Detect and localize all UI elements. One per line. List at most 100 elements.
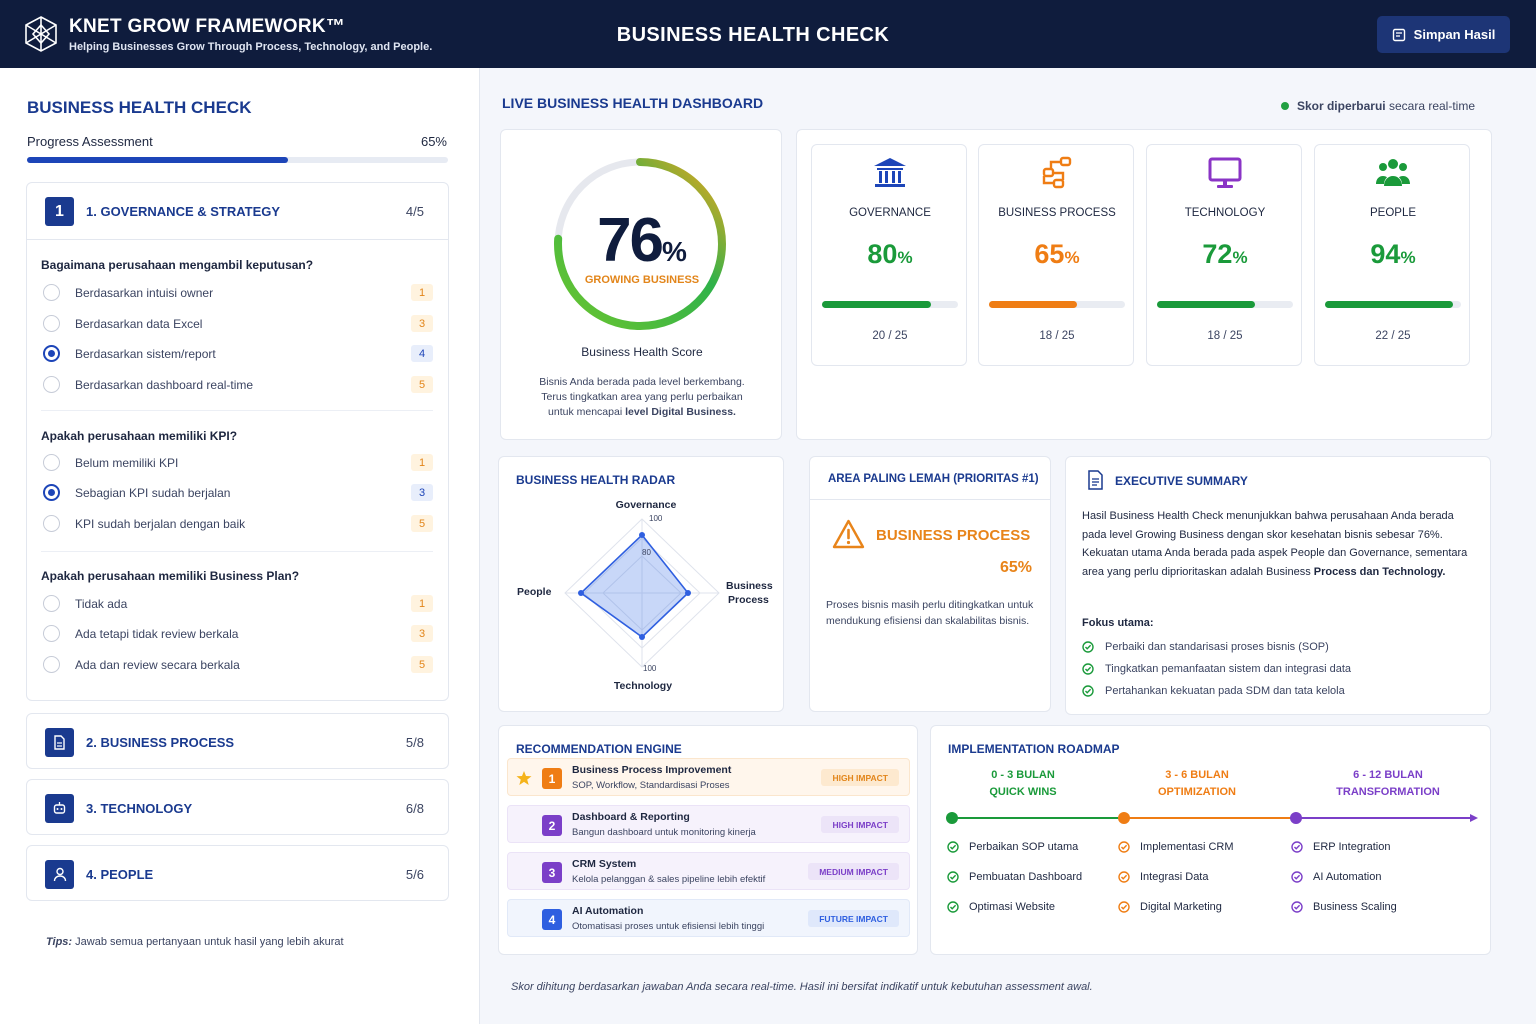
pillar-ratio: 18 / 25	[1039, 330, 1075, 342]
option[interactable]: Berdasarkan intuisi owner 1	[43, 283, 433, 303]
option[interactable]: Tidak ada 1	[43, 594, 433, 614]
save-icon	[1392, 28, 1405, 41]
weakest-name: BUSINESS PROCESS	[876, 527, 1031, 544]
pillar-number: 94	[1370, 239, 1401, 269]
recommendation-name: AI Automation	[572, 905, 644, 917]
check-circle-icon	[1291, 871, 1303, 883]
focus-item: Pertahankan kekuatan pada SDM dan tata k…	[1082, 685, 1345, 697]
option-selected[interactable]: Sebagian KPI sudah berjalan 3	[43, 483, 433, 503]
check-circle-icon	[1291, 841, 1303, 853]
check-circle-icon	[1082, 663, 1094, 675]
assessment-panel: BUSINESS HEALTH CHECK Progress Assessmen…	[0, 68, 480, 1024]
people-icon	[1376, 159, 1410, 186]
pillar-value: 72%	[1147, 239, 1303, 270]
progress-value: 65%	[420, 134, 447, 149]
phase-range: 0 - 3 BULAN	[991, 769, 1055, 781]
roadmap-item: Integrasi Data	[1118, 871, 1208, 883]
section-technology[interactable]: 3. TECHNOLOGY 6/8	[26, 779, 449, 835]
pillar-people: PEOPLE 94% 22 / 25	[1314, 144, 1470, 366]
recommendation-desc: SOP, Workflow, Standardisasi Proses	[572, 780, 730, 791]
option-label: Berdasarkan sistem/report	[75, 347, 216, 361]
option-selected[interactable]: Berdasarkan sistem/report 4	[43, 344, 433, 364]
option[interactable]: Berdasarkan data Excel 3	[43, 314, 433, 334]
option-score: 3	[411, 484, 433, 501]
radio-button[interactable]	[43, 315, 60, 332]
section-people[interactable]: 4. PEOPLE 5/6	[26, 845, 449, 901]
radio-button[interactable]	[43, 284, 60, 301]
radar-title: BUSINESS HEALTH RADAR	[516, 473, 676, 487]
brand-title: KNET GROW FRAMEWORK™	[69, 16, 346, 37]
radar-point	[578, 590, 584, 596]
radio-button[interactable]	[43, 454, 60, 471]
question-business-plan: Apakah perusahaan memiliki Business Plan…	[41, 569, 300, 583]
focus-label: Tingkatkan pemanfaatan sistem dan integr…	[1105, 663, 1352, 675]
recommendation-item[interactable]: 4 AI Automation Otomatisasi proses untuk…	[507, 899, 910, 937]
business-health-score-card: 76% GROWING BUSINESS Business Health Sco…	[500, 129, 782, 440]
robot-icon	[45, 794, 74, 823]
score-desc-line: Terus tingkatkan area yang perlu perbaik…	[541, 391, 743, 403]
option-label: Berdasarkan dashboard real-time	[75, 378, 254, 392]
pillar-bar-fill	[1325, 301, 1453, 308]
roadmap-item-label: Integrasi Data	[1140, 871, 1209, 883]
radio-button[interactable]	[43, 656, 60, 673]
option-score: 3	[411, 625, 433, 642]
roadmap-timeline	[946, 812, 1478, 824]
radar-axis-business: Business	[726, 580, 773, 592]
radio-button-checked[interactable]	[43, 484, 60, 501]
flow-icon	[1042, 156, 1072, 189]
implementation-roadmap-card: IMPLEMENTATION ROADMAP 0 - 3 BULAN QUICK …	[930, 725, 1491, 955]
radio-button[interactable]	[43, 376, 60, 393]
bank-icon	[874, 158, 906, 187]
option[interactable]: Berdasarkan dashboard real-time 5	[43, 375, 433, 395]
check-circle-icon	[1118, 871, 1130, 883]
radio-button[interactable]	[43, 595, 60, 612]
pillar-bar	[1157, 301, 1293, 308]
live-dot-icon	[1280, 102, 1289, 110]
section-number: 1	[45, 197, 74, 226]
section-count: 5/8	[405, 735, 424, 750]
score-number: 76	[597, 206, 664, 275]
recommendation-item[interactable]: 2 Dashboard & Reporting Bangun dashboard…	[507, 805, 910, 843]
live-status: Skor diperbarui secara real-time	[1280, 99, 1475, 113]
roadmap-item-label: AI Automation	[1313, 871, 1382, 883]
recommendation-item[interactable]: 1 Business Process Improvement SOP, Work…	[507, 758, 910, 796]
pillar-bar	[989, 301, 1125, 308]
roadmap-item: ERP Integration	[1291, 841, 1390, 853]
impact-badge: HIGH IMPACT	[821, 769, 899, 786]
radio-button[interactable]	[43, 515, 60, 532]
monitor-icon	[1208, 157, 1242, 188]
question-kpi: Apakah perusahaan memiliki KPI?	[41, 429, 238, 443]
pillar-technology: TECHNOLOGY 72% 18 / 25	[1146, 144, 1302, 366]
roadmap-item: Implementasi CRM	[1118, 841, 1234, 853]
save-result-button[interactable]: Simpan Hasil	[1377, 16, 1510, 53]
pillar-unit: %	[1400, 248, 1416, 267]
roadmap-item-label: Business Scaling	[1313, 901, 1397, 913]
radar-point	[685, 590, 691, 596]
score-description: Bisnis Anda berada pada level berkembang…	[521, 375, 763, 420]
warning-icon	[832, 519, 865, 549]
recommendation-item[interactable]: 3 CRM System Kelola pelanggan & sales pi…	[507, 852, 910, 890]
radar-point	[639, 634, 645, 640]
section-header-governance[interactable]: 1 1. GOVERNANCE & STRATEGY 4/5	[27, 183, 448, 239]
section-business-process[interactable]: 2. BUSINESS PROCESS 5/8	[26, 713, 449, 769]
option[interactable]: Belum memiliki KPI 1	[43, 453, 433, 473]
recommendation-number: 3	[542, 862, 562, 883]
person-icon	[45, 860, 74, 889]
score-desc-line: untuk mencapai	[548, 406, 623, 418]
option[interactable]: Ada dan review secara berkala 5	[43, 655, 433, 675]
radio-button-checked[interactable]	[43, 345, 60, 362]
option[interactable]: Ada tetapi tidak review berkala 3	[43, 624, 433, 644]
pillar-bar	[1325, 301, 1461, 308]
pillar-name: GOVERNANCE	[849, 207, 931, 219]
phase-name: TRANSFORMATION	[1336, 786, 1440, 798]
option-score: 4	[411, 345, 433, 362]
option-score: 5	[411, 376, 433, 393]
radar-point	[639, 532, 645, 538]
impact-badge: FUTURE IMPACT	[808, 910, 899, 927]
check-circle-icon	[947, 841, 959, 853]
roadmap-item-label: Optimasi Website	[969, 901, 1055, 913]
radio-button[interactable]	[43, 625, 60, 642]
focus-label: Perbaiki dan standarisasi proses bisnis …	[1105, 641, 1329, 653]
option-label: Sebagian KPI sudah berjalan	[75, 486, 231, 500]
option[interactable]: KPI sudah berjalan dengan baik 5	[43, 514, 433, 534]
